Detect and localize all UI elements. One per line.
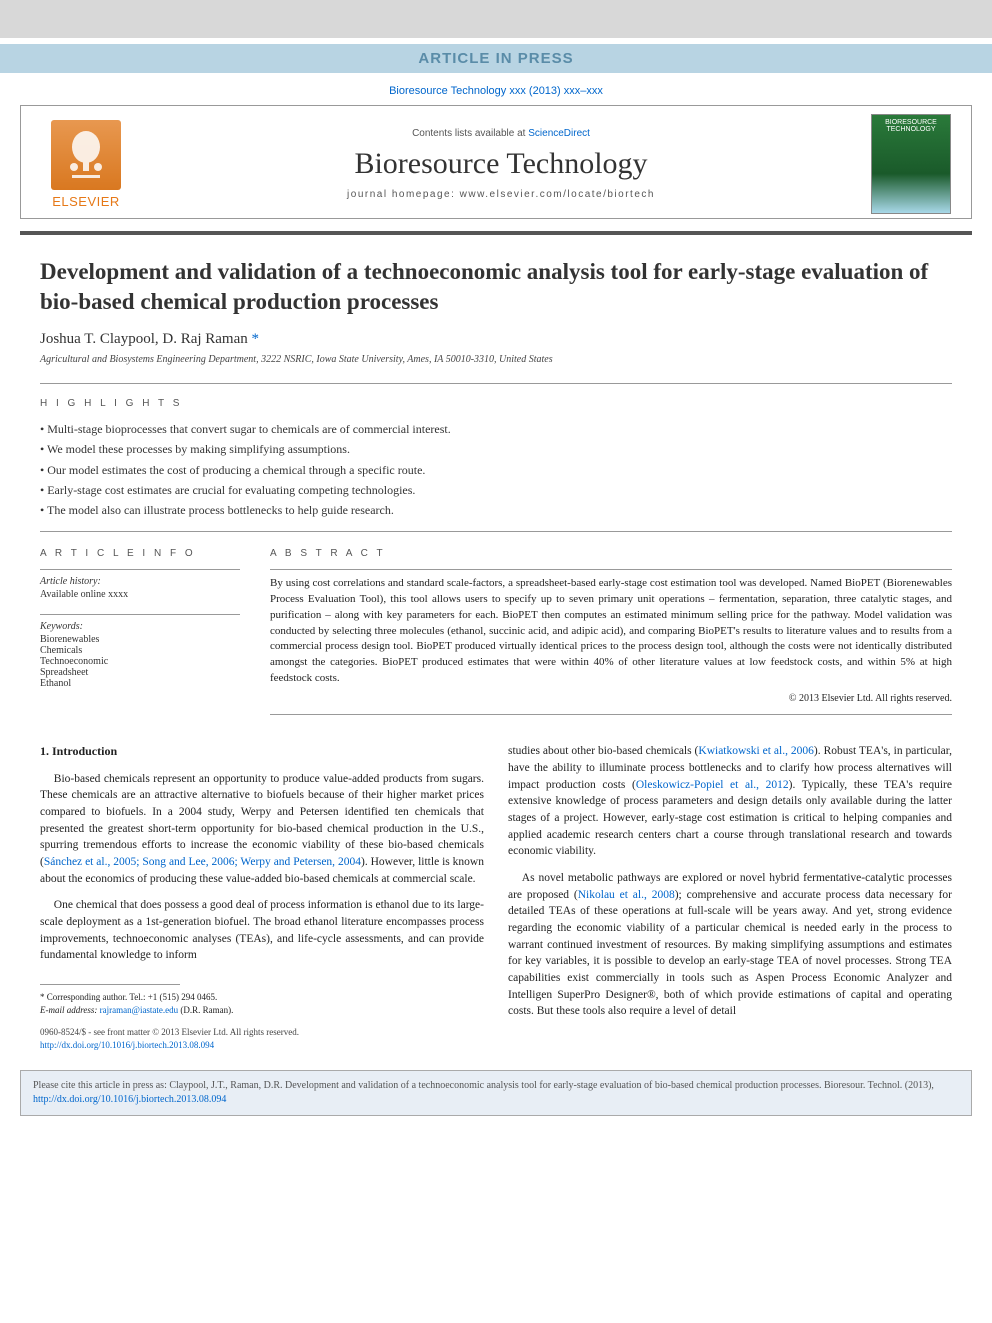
journal-homepage: journal homepage: www.elsevier.com/locat… xyxy=(131,189,871,200)
citation-line: Bioresource Technology xxx (2013) xxx–xx… xyxy=(0,73,992,105)
highlights-label: H I G H L I G H T S xyxy=(40,398,952,409)
rule-2 xyxy=(40,531,952,532)
ref-link[interactable]: Kwiatkowski et al., 2006 xyxy=(698,745,814,757)
article-info: A R T I C L E I N F O Article history: A… xyxy=(40,548,240,716)
abstract: A B S T R A C T By using cost correlatio… xyxy=(270,548,952,716)
journal-header: ELSEVIER Contents lists available at Sci… xyxy=(20,105,972,219)
ref-link[interactable]: Oleskowicz-Popiel et al., 2012 xyxy=(636,779,789,791)
column-right: studies about other bio-based chemicals … xyxy=(508,743,952,1052)
article-title: Development and validation of a technoec… xyxy=(40,257,952,317)
corresponding-author: * Corresponding author. Tel.: +1 (515) 2… xyxy=(40,991,484,1016)
keyword: Chemicals xyxy=(40,645,240,656)
column-left: 1. Introduction Bio-based chemicals repr… xyxy=(40,743,484,1052)
journal-name: Bioresource Technology xyxy=(131,147,871,181)
corr-marker: * xyxy=(252,331,260,347)
citebox-doi-link[interactable]: http://dx.doi.org/10.1016/j.biortech.201… xyxy=(33,1094,226,1105)
footnote-separator xyxy=(40,984,180,985)
header-rule xyxy=(20,231,972,235)
highlight-item: Early-stage cost estimates are crucial f… xyxy=(40,480,952,500)
article-in-press-banner: ARTICLE IN PRESS xyxy=(0,44,992,73)
top-bar xyxy=(0,0,992,38)
highlight-item: Our model estimates the cost of producin… xyxy=(40,460,952,480)
intro-p4: As novel metabolic pathways are explored… xyxy=(508,870,952,1020)
elsevier-logo: ELSEVIER xyxy=(41,120,131,209)
sciencedirect-link[interactable]: ScienceDirect xyxy=(528,128,590,139)
elsevier-text: ELSEVIER xyxy=(41,194,131,209)
highlight-item: Multi-stage bioprocesses that convert su… xyxy=(40,419,952,439)
journal-cover: BIORESOURCE TECHNOLOGY xyxy=(871,114,951,214)
contents-available: Contents lists available at ScienceDirec… xyxy=(131,128,871,139)
history-text: Available online xxxx xyxy=(40,589,240,600)
keyword: Ethanol xyxy=(40,678,240,689)
elsevier-tree-icon xyxy=(51,120,121,190)
history-heading: Article history: xyxy=(40,576,240,587)
authors: Joshua T. Claypool, D. Raj Raman * xyxy=(40,331,952,348)
intro-p1: Bio-based chemicals represent an opportu… xyxy=(40,771,484,888)
highlight-item: The model also can illustrate process bo… xyxy=(40,500,952,520)
journal-cover-title: BIORESOURCE TECHNOLOGY xyxy=(872,115,950,137)
footer-meta: 0960-8524/$ - see front matter © 2013 El… xyxy=(40,1026,484,1052)
ref-link[interactable]: Sánchez et al., 2005; Song and Lee, 2006… xyxy=(44,856,361,868)
keyword: Technoeconomic xyxy=(40,656,240,667)
keywords-heading: Keywords: xyxy=(40,621,240,632)
highlight-item: We model these processes by making simpl… xyxy=(40,439,952,459)
intro-p2: One chemical that does possess a good de… xyxy=(40,897,484,964)
article-info-label: A R T I C L E I N F O xyxy=(40,548,240,559)
abstract-label: A B S T R A C T xyxy=(270,548,952,559)
highlights-list: Multi-stage bioprocesses that convert su… xyxy=(40,419,952,521)
cite-box: Please cite this article in press as: Cl… xyxy=(20,1070,972,1116)
abstract-text: By using cost correlations and standard … xyxy=(270,576,952,688)
abstract-copyright: © 2013 Elsevier Ltd. All rights reserved… xyxy=(270,693,952,704)
keyword: Biorenewables xyxy=(40,634,240,645)
keyword: Spreadsheet xyxy=(40,667,240,678)
intro-p3: studies about other bio-based chemicals … xyxy=(508,743,952,860)
doi-link[interactable]: http://dx.doi.org/10.1016/j.biortech.201… xyxy=(40,1040,214,1050)
ref-link[interactable]: Nikolau et al., 2008 xyxy=(578,889,675,901)
affiliation: Agricultural and Biosystems Engineering … xyxy=(40,354,952,365)
intro-heading: 1. Introduction xyxy=(40,743,484,760)
rule-1 xyxy=(40,383,952,384)
email-link[interactable]: rajraman@iastate.edu xyxy=(100,1005,179,1015)
